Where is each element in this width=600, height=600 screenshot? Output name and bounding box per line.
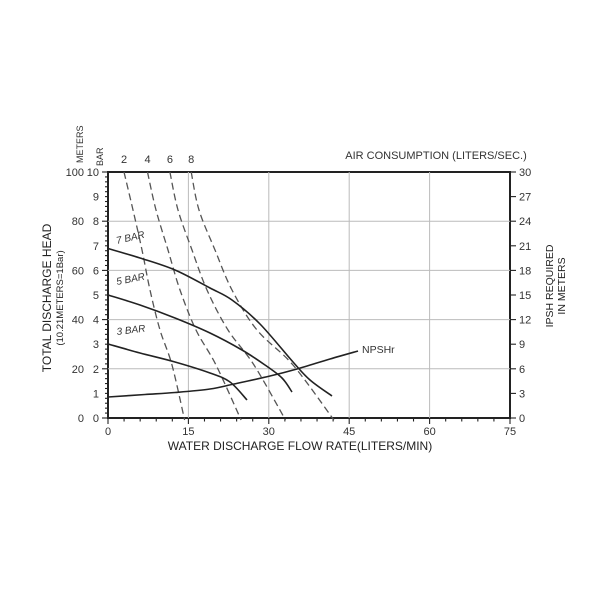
svg-text:3: 3 bbox=[519, 388, 525, 400]
svg-text:12: 12 bbox=[519, 315, 531, 327]
svg-text:18: 18 bbox=[519, 265, 531, 277]
svg-text:3 BAR: 3 BAR bbox=[116, 324, 146, 338]
svg-text:10: 10 bbox=[87, 167, 99, 179]
svg-text:45: 45 bbox=[343, 426, 355, 438]
svg-text:0: 0 bbox=[105, 426, 111, 438]
svg-text:20: 20 bbox=[72, 364, 84, 376]
svg-text:30: 30 bbox=[519, 167, 531, 179]
svg-text:15: 15 bbox=[519, 290, 531, 302]
svg-text:6: 6 bbox=[519, 364, 525, 376]
svg-text:2: 2 bbox=[93, 364, 99, 376]
svg-text:75: 75 bbox=[504, 426, 516, 438]
svg-text:8: 8 bbox=[188, 154, 194, 166]
svg-text:NPSHr: NPSHr bbox=[362, 344, 395, 356]
svg-text:METERS: METERS bbox=[75, 125, 85, 163]
svg-text:AIR CONSUMPTION (LITERS/SEC.): AIR CONSUMPTION (LITERS/SEC.) bbox=[345, 150, 527, 162]
svg-text:6: 6 bbox=[93, 265, 99, 277]
svg-text:100: 100 bbox=[66, 167, 84, 179]
svg-text:15: 15 bbox=[182, 426, 194, 438]
svg-text:30: 30 bbox=[263, 426, 275, 438]
svg-text:5 BAR: 5 BAR bbox=[115, 272, 145, 288]
svg-text:0: 0 bbox=[93, 413, 99, 425]
svg-text:TOTAL DISCHARGE HEAD: TOTAL DISCHARGE HEAD bbox=[40, 223, 54, 372]
svg-text:60: 60 bbox=[72, 265, 84, 277]
svg-text:0: 0 bbox=[78, 413, 84, 425]
svg-text:7 BAR: 7 BAR bbox=[115, 230, 146, 247]
svg-text:7: 7 bbox=[93, 241, 99, 253]
svg-text:2: 2 bbox=[121, 154, 127, 166]
svg-text:BAR: BAR bbox=[95, 147, 105, 166]
svg-text:80: 80 bbox=[72, 216, 84, 228]
svg-text:9: 9 bbox=[519, 339, 525, 351]
svg-text:24: 24 bbox=[519, 216, 531, 228]
svg-text:4: 4 bbox=[93, 315, 99, 327]
svg-text:4: 4 bbox=[144, 154, 150, 166]
svg-text:1: 1 bbox=[93, 388, 99, 400]
svg-text:27: 27 bbox=[519, 192, 531, 204]
svg-text:(10.21METERS=1Bar): (10.21METERS=1Bar) bbox=[55, 250, 66, 345]
svg-text:5: 5 bbox=[93, 290, 99, 302]
svg-text:3: 3 bbox=[93, 339, 99, 351]
svg-text:60: 60 bbox=[423, 426, 435, 438]
svg-text:21: 21 bbox=[519, 241, 531, 253]
svg-text:8: 8 bbox=[93, 216, 99, 228]
svg-text:6: 6 bbox=[167, 154, 173, 166]
svg-text:IN METERS: IN METERS bbox=[556, 257, 568, 314]
svg-text:9: 9 bbox=[93, 192, 99, 204]
svg-text:WATER DISCHARGE FLOW RATE(LITE: WATER DISCHARGE FLOW RATE(LITERS/MIN) bbox=[168, 439, 432, 453]
svg-text:40: 40 bbox=[72, 315, 84, 327]
svg-text:0: 0 bbox=[519, 413, 525, 425]
svg-text:IPSH REQUIRED: IPSH REQUIRED bbox=[544, 244, 556, 327]
